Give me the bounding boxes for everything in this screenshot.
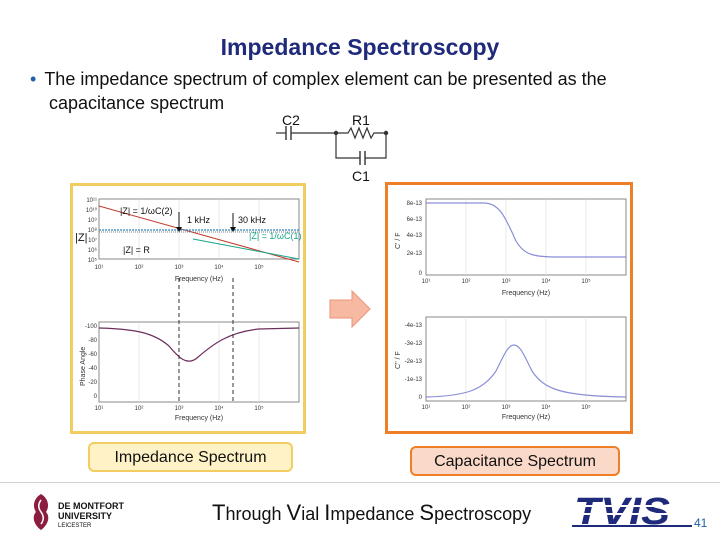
mag-xlabel: Frequency (Hz) — [175, 276, 223, 283]
cimag-ytick: -4e-13 — [405, 323, 423, 329]
phase-ytick: 0 — [94, 394, 98, 400]
impedance-spectrum-caption: Impedance Spectrum — [88, 442, 293, 472]
capacitance-spectrum-caption: Capacitance Spectrum — [410, 446, 620, 476]
slide-title: Impedance Spectroscopy — [220, 34, 500, 60]
mag-xtick: 10⁵ — [254, 264, 264, 271]
creal-xlabel: Frequency (Hz) — [502, 290, 550, 297]
page-number: 41 — [694, 516, 708, 530]
bullet-line-2: capacitance spectrum — [49, 93, 225, 113]
phase-xtick: 10² — [135, 406, 144, 412]
footer-mpedance: mpedance — [330, 504, 420, 524]
mag-ytick: 10⁹ — [88, 217, 98, 224]
tvis-logo: TVIS — [572, 492, 692, 528]
annotation-30khz: 30 kHz — [238, 215, 267, 225]
cimag-xtick: 10³ — [502, 405, 511, 411]
phase-xtick: 10⁵ — [254, 405, 264, 412]
cimag-xlabel: Frequency (Hz) — [502, 414, 550, 421]
creal-xtick: 10¹ — [422, 279, 431, 285]
dmu-logo: DE MONTFORT UNIVERSITY LEICESTER — [28, 492, 138, 532]
footer-title: Through Vial Impedance Spectroscopy — [212, 500, 531, 526]
circuit-diagram — [276, 126, 389, 165]
mag-ytick: 10⁶ — [88, 247, 98, 254]
cimag-ytick: -2e-13 — [405, 359, 423, 365]
tvis-text: TVIS — [574, 492, 670, 528]
mag-ytick: 10⁵ — [88, 257, 98, 264]
bullet-text: • The impedance spectrum of complex eleme… — [30, 67, 670, 91]
dmu-crest-icon — [33, 494, 49, 530]
mag-xtick: 10⁴ — [214, 264, 224, 271]
dmu-line-1: DE MONTFORT — [58, 501, 124, 511]
phase-ylabel: Phase Angle — [80, 347, 87, 386]
mag-xtick: 10¹ — [95, 265, 104, 271]
creal-xtick: 10³ — [502, 279, 511, 285]
footer-v: V — [286, 500, 302, 525]
creal-xtick: 10⁴ — [541, 278, 551, 285]
dmu-line-3: LEICESTER — [58, 523, 92, 529]
impedance-plots: 10¹¹ 10¹⁰ 10⁹ 10⁸ 10⁷ 10⁶ 10⁵ 10¹ 10² 10… — [75, 198, 301, 422]
footer-ial: ial — [301, 504, 325, 524]
phase-xtick: 10¹ — [95, 406, 104, 412]
annotation-z-c2: |Z| = 1/ωC(2) — [120, 206, 172, 216]
creal-ytick: 4e-13 — [407, 233, 423, 239]
cimag-ytick: 0 — [419, 395, 423, 401]
phase-ytick: -20 — [88, 380, 97, 386]
label-c1: C1 — [352, 168, 370, 184]
footer-divider — [0, 482, 720, 483]
creal-xtick: 10⁵ — [581, 278, 591, 285]
footer-s: S — [419, 500, 435, 525]
footer-t: T — [212, 500, 226, 525]
phase-xtick: 10⁴ — [214, 405, 224, 412]
annotation-z-r: |Z| = R — [123, 245, 150, 255]
mag-xtick: 10³ — [175, 265, 184, 271]
annotation-z-c1: |Z| = 1/ωC(1) — [249, 231, 301, 241]
phase-xlabel: Frequency (Hz) — [175, 415, 223, 422]
cimag-ytick: -1e-13 — [405, 377, 423, 383]
bullet-dot: • — [30, 69, 37, 89]
bullet-line-1: The impedance spectrum of complex elemen… — [44, 69, 607, 89]
cimag-xtick: 10⁴ — [541, 404, 551, 411]
creal-ytick: 6e-13 — [407, 217, 423, 223]
phase-xtick: 10³ — [175, 406, 184, 412]
capacitance-panel — [385, 182, 633, 434]
footer-hrough: hrough — [225, 504, 287, 524]
creal-ytick: 0 — [419, 271, 423, 277]
capacitance-plots: 8e-13 6e-13 4e-13 2e-13 0 10¹ 10² 10³ 10… — [395, 198, 627, 421]
mag-ytick: 10¹⁰ — [86, 207, 98, 214]
creal-ytick: 8e-13 — [407, 201, 423, 207]
phase-ytick: -60 — [88, 352, 97, 358]
arrow-right-icon — [329, 289, 371, 329]
cimag-ytick: -3e-13 — [405, 341, 423, 347]
cimag-xtick: 10⁵ — [581, 404, 591, 411]
label-c2: C2 — [282, 112, 300, 128]
creal-ytick: 2e-13 — [407, 251, 423, 257]
cimag-ylabel: C'' / F — [395, 351, 402, 369]
annotation-1khz: 1 kHz — [187, 215, 211, 225]
mag-xtick: 10² — [135, 265, 144, 271]
z-axis-label: |Z| — [75, 232, 87, 244]
label-r1: R1 — [352, 112, 370, 128]
phase-ytick: -80 — [88, 338, 97, 344]
cimag-xtick: 10² — [462, 405, 471, 411]
footer-pectroscopy: pectroscopy — [434, 504, 532, 524]
impedance-panel — [70, 183, 306, 434]
creal-xtick: 10² — [462, 279, 471, 285]
phase-ytick: -40 — [88, 366, 97, 372]
phase-ytick: -100 — [85, 324, 98, 330]
mag-ytick: 10⁷ — [88, 237, 97, 244]
mag-ytick: 10¹¹ — [86, 198, 97, 204]
creal-ylabel: C' / F — [395, 232, 402, 249]
dmu-line-2: UNIVERSITY — [58, 511, 113, 521]
cimag-xtick: 10¹ — [422, 405, 431, 411]
footer-i: I — [324, 500, 331, 525]
mag-ytick: 10⁸ — [88, 227, 98, 234]
